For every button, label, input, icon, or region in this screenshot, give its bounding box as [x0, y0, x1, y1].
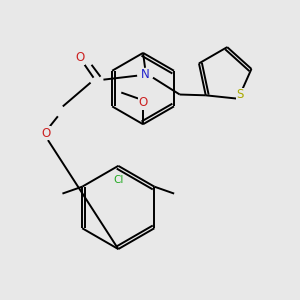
Text: Cl: Cl — [113, 175, 124, 185]
Text: O: O — [41, 127, 51, 140]
Text: O: O — [138, 96, 148, 109]
Text: N: N — [141, 68, 149, 81]
Text: S: S — [236, 88, 244, 101]
Text: O: O — [75, 51, 84, 64]
